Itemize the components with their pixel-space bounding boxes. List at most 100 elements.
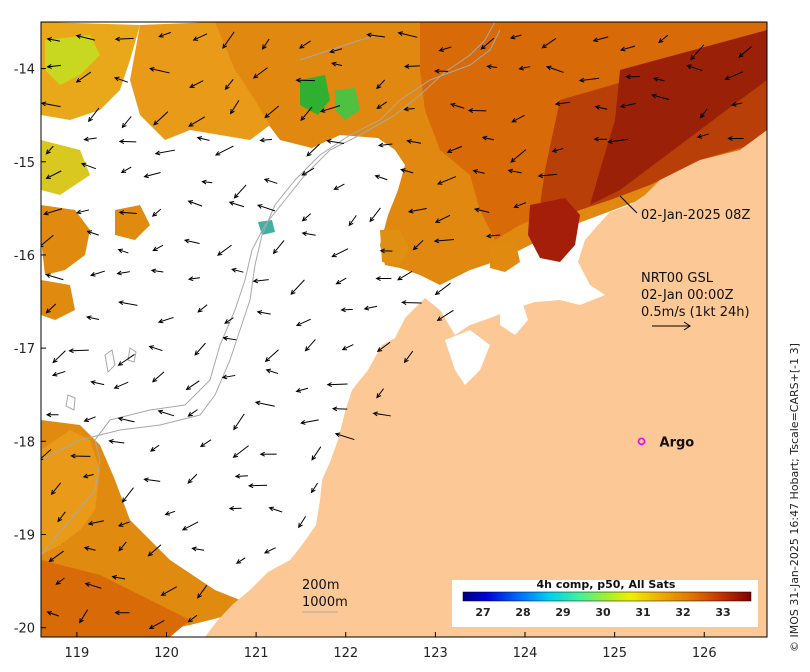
- current-vector-arrow: [46, 610, 59, 617]
- plot-frame: [40, 21, 768, 638]
- current-vector-arrow: [83, 136, 97, 142]
- current-vector-arrow: [187, 614, 198, 623]
- current-vector-arrow: [363, 305, 378, 311]
- lon-tick-label: 123: [423, 646, 448, 661]
- current-vector-arrow: [214, 145, 234, 156]
- current-vector-arrow: [183, 238, 200, 245]
- current-vector-arrow: [70, 453, 91, 459]
- lon-axis: 119 120 121 122 123 124 125 126: [64, 632, 717, 661]
- current-vector-arrow: [306, 143, 320, 157]
- current-vector-arrow: [537, 173, 557, 179]
- current-vector-arrow: [397, 270, 413, 281]
- current-vector-arrow: [84, 582, 102, 589]
- current-vector-arrow: [300, 419, 319, 425]
- current-vector-arrow: [114, 36, 134, 42]
- current-vector-arrow: [438, 46, 452, 52]
- current-vector-arrow: [541, 38, 557, 49]
- current-vector-arrow: [264, 105, 280, 119]
- lon-tick-label: 125: [602, 646, 627, 661]
- current-vector-arrow: [113, 381, 129, 389]
- current-vector-arrow: [300, 106, 313, 122]
- colorbar-gradient: [462, 591, 752, 602]
- current-vector-arrow: [434, 282, 451, 296]
- current-vector-arrow: [376, 388, 385, 399]
- current-vector-arrow: [369, 207, 381, 223]
- current-vector-arrow: [366, 32, 385, 38]
- current-vector-arrow: [331, 406, 348, 412]
- current-vector-arrow: [686, 64, 703, 71]
- colorbar-tick-label: 31: [635, 606, 650, 619]
- current-vector-arrow: [348, 215, 357, 227]
- lon-tick-label: 124: [513, 646, 538, 661]
- current-vector-arrow: [699, 108, 708, 119]
- current-vector-arrow: [433, 238, 455, 244]
- current-vector-arrow: [513, 202, 527, 209]
- current-vector-arrow: [510, 149, 527, 163]
- current-vector-arrow: [152, 244, 164, 252]
- current-vector-arrow: [118, 139, 137, 144]
- current-vector-arrow: [75, 34, 96, 41]
- current-vector-arrow: [607, 138, 628, 144]
- current-vector-arrow: [151, 371, 165, 383]
- current-vector-arrow: [189, 80, 204, 88]
- current-vector-arrow: [157, 316, 174, 324]
- current-vector-arrow: [232, 445, 249, 458]
- current-vector-arrow: [301, 167, 315, 176]
- current-vector-arrow: [326, 382, 348, 388]
- lat-tick-label: -16: [14, 249, 35, 264]
- lat-tick-label: -19: [14, 529, 35, 544]
- current-vector-arrow: [51, 370, 66, 377]
- current-vector-arrow: [231, 267, 244, 273]
- current-vector-arrow: [619, 103, 636, 109]
- current-vector-arrow: [160, 586, 177, 596]
- current-vector-arrow: [153, 111, 169, 126]
- current-vector-arrow: [651, 93, 670, 100]
- current-vector-arrow: [403, 350, 414, 364]
- current-vector-arrow: [593, 136, 607, 142]
- current-vector-arrow: [45, 273, 64, 281]
- timestamp-pointer: [619, 195, 638, 214]
- current-vector-arrow: [252, 278, 269, 284]
- current-vector-arrow: [372, 411, 391, 417]
- current-vector-arrow: [41, 449, 52, 461]
- current-vector-arrow: [407, 207, 427, 214]
- current-vector-arrow: [222, 31, 235, 49]
- current-vector-arrow: [45, 170, 62, 179]
- current-vector-arrow: [467, 108, 487, 113]
- current-vector-arrow: [143, 172, 161, 179]
- current-vector-arrow: [256, 310, 271, 315]
- current-vector-arrow: [473, 207, 490, 213]
- lon-tick-label: 120: [154, 646, 179, 661]
- current-vector-arrow: [406, 139, 422, 144]
- current-vector-arrow: [263, 178, 278, 184]
- current-vector-arrow: [329, 48, 343, 54]
- current-vector-arrow: [151, 208, 162, 217]
- current-vector-arrow: [509, 34, 522, 40]
- current-vector-arrow: [108, 439, 125, 444]
- current-vector-arrow: [121, 487, 134, 503]
- lat-tick-label: -14: [14, 63, 35, 78]
- current-vector-arrow: [150, 268, 164, 274]
- current-vector-arrow: [295, 387, 309, 393]
- current-vector-arrow: [79, 609, 89, 624]
- current-vector-arrow: [43, 208, 63, 216]
- current-vector-arrow: [375, 276, 392, 281]
- current-vector-arrow: [80, 162, 97, 170]
- current-vector-arrow: [117, 353, 135, 366]
- current-time-label: 02-Jan 00:00Z: [641, 288, 734, 303]
- current-vector-arrow: [181, 521, 199, 531]
- current-vector-arrow: [403, 106, 415, 112]
- colorbar: 4h comp, p50, All Sats 27 28 29 30 31 32 33: [452, 578, 758, 627]
- current-vector-arrow: [333, 183, 345, 190]
- current-vector-arrow: [82, 473, 94, 479]
- current-vector-arrow: [111, 574, 126, 580]
- lat-tick-label: -18: [14, 435, 35, 450]
- current-vector-arrow: [88, 107, 100, 123]
- current-vector-arrow: [75, 209, 90, 215]
- current-vector-arrow: [268, 506, 283, 513]
- current-vector-arrow: [187, 473, 198, 484]
- current-vector-arrow: [298, 516, 307, 529]
- current-vector-arrow: [304, 339, 316, 352]
- current-vector-arrow: [148, 345, 163, 352]
